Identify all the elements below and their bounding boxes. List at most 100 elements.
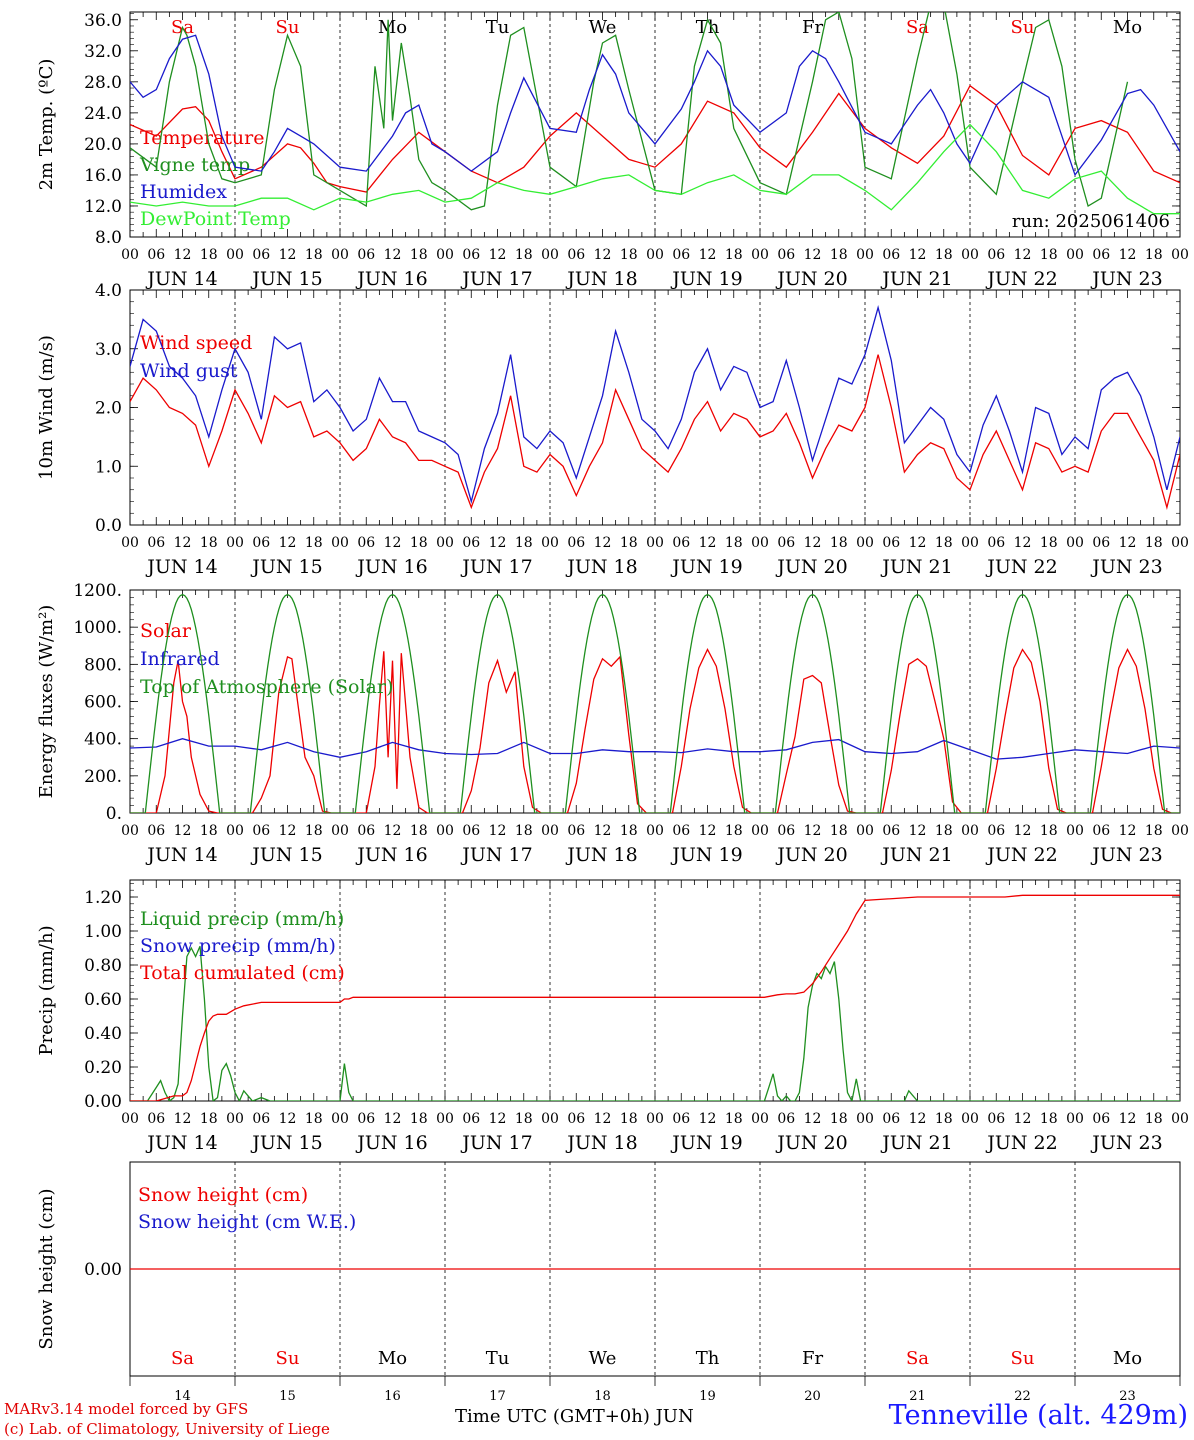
date-label: JUN 21 (880, 556, 952, 578)
hour-tick-label: 12 (384, 823, 402, 839)
date-label: JUN 20 (775, 556, 847, 578)
hour-tick-label: 12 (279, 535, 297, 551)
date-label: JUN 16 (355, 268, 427, 290)
hour-tick-label: 00 (121, 1111, 139, 1127)
hour-tick-label: 12 (384, 1111, 402, 1127)
date-label: JUN 18 (565, 1132, 637, 1154)
day-number-label: 15 (279, 1389, 296, 1404)
day-number-label: 14 (174, 1389, 191, 1404)
hour-tick-label: 06 (567, 1111, 585, 1127)
hour-tick-label: 06 (1092, 247, 1110, 263)
hour-tick-label: 18 (935, 247, 953, 263)
hour-tick-label: 06 (1092, 823, 1110, 839)
hour-tick-label: 18 (200, 535, 218, 551)
weekday-label: Su (276, 1348, 300, 1369)
hour-tick-label: 18 (620, 1111, 638, 1127)
day-number-label: 20 (804, 1389, 821, 1404)
hour-tick-label: 00 (646, 247, 664, 263)
y-tick-label: 8.0 (95, 228, 122, 248)
x-axis-title: Time UTC (GMT+0h) JUN (455, 1406, 694, 1427)
series-line-top-of-atmosphere-solar- (130, 593, 1180, 813)
hour-tick-label: 12 (279, 823, 297, 839)
y-tick-label: 0.00 (84, 1260, 122, 1280)
hour-tick-label: 12 (699, 535, 717, 551)
hour-tick-label: 12 (384, 535, 402, 551)
hour-tick-label: 18 (200, 247, 218, 263)
hour-tick-label: 18 (200, 1111, 218, 1127)
hour-tick-label: 18 (515, 247, 533, 263)
day-number-label: 16 (384, 1389, 401, 1404)
date-label: JUN 22 (985, 556, 1057, 578)
y-tick-label: 24.0 (84, 104, 122, 124)
y-tick-label: 0.40 (84, 1024, 122, 1044)
hour-tick-label: 18 (1145, 1111, 1163, 1127)
hour-tick-label: 12 (174, 1111, 192, 1127)
hour-tick-label: 18 (1040, 1111, 1058, 1127)
hour-tick-label: 06 (357, 1111, 375, 1127)
y-axis-label: Precip (mm/h) (36, 925, 57, 1055)
hour-tick-label: 06 (777, 535, 795, 551)
date-label: JUN 20 (775, 268, 847, 290)
day-number-label: 19 (699, 1389, 716, 1404)
hour-tick-label: 18 (305, 247, 323, 263)
hour-tick-label: 00 (331, 247, 349, 263)
hour-tick-label: 00 (1171, 247, 1189, 263)
date-label: JUN 17 (460, 556, 532, 578)
hour-tick-label: 00 (646, 535, 664, 551)
hour-tick-label: 12 (909, 247, 927, 263)
hour-tick-label: 06 (252, 1111, 270, 1127)
weekday-label: Tu (486, 17, 510, 38)
y-axis-label: Snow height (cm) (36, 1188, 57, 1349)
hour-tick-label: 18 (1145, 823, 1163, 839)
legend-entry: Humidex (140, 181, 227, 203)
lab-credit: (c) Lab. of Climatology, University of L… (4, 1420, 330, 1438)
hour-tick-label: 00 (121, 247, 139, 263)
date-label: JUN 22 (985, 1132, 1057, 1154)
day-number-label: 22 (1014, 1389, 1031, 1404)
weekday-label: Sa (171, 1348, 194, 1369)
hour-tick-label: 06 (147, 535, 165, 551)
y-tick-label: 3.0 (95, 340, 122, 360)
hour-tick-label: 00 (121, 823, 139, 839)
date-label: JUN 23 (1090, 1132, 1162, 1154)
day-number-label: 21 (909, 1389, 926, 1404)
y-tick-label: 20.0 (84, 135, 122, 155)
weekday-label: Su (276, 17, 300, 38)
date-label: JUN 17 (460, 844, 532, 866)
hour-tick-label: 12 (384, 247, 402, 263)
weekday-label: Tu (486, 1348, 510, 1369)
y-tick-label: 1.0 (95, 457, 122, 477)
model-credit: MARv3.14 model forced by GFS (4, 1400, 249, 1418)
y-tick-label: 12.0 (84, 197, 122, 217)
hour-tick-label: 12 (594, 247, 612, 263)
hour-tick-label: 00 (436, 247, 454, 263)
date-label: JUN 20 (775, 844, 847, 866)
hour-tick-label: 12 (1014, 247, 1032, 263)
hour-tick-label: 06 (462, 535, 480, 551)
station-label: Tenneville (alt. 429m) (888, 1400, 1188, 1431)
hour-tick-label: 18 (830, 1111, 848, 1127)
hour-tick-label: 06 (672, 823, 690, 839)
hour-tick-label: 00 (646, 1111, 664, 1127)
hour-tick-label: 00 (226, 535, 244, 551)
run-label: run: 2025061406 (1012, 211, 1170, 232)
date-label: JUN 14 (145, 844, 217, 866)
weekday-label: Mo (1113, 17, 1142, 38)
hour-tick-label: 12 (1014, 823, 1032, 839)
hour-tick-label: 00 (541, 535, 559, 551)
date-label: JUN 21 (880, 1132, 952, 1154)
hour-tick-label: 06 (357, 823, 375, 839)
hour-tick-label: 00 (646, 823, 664, 839)
legend-entry: Top of Atmosphere (Solar) (140, 676, 393, 698)
date-label: JUN 15 (250, 268, 322, 290)
hour-tick-label: 06 (147, 1111, 165, 1127)
hour-tick-label: 06 (777, 247, 795, 263)
y-tick-label: 0.80 (84, 956, 122, 976)
series-line-wind-gust (130, 305, 1180, 505)
hour-tick-label: 18 (935, 823, 953, 839)
hour-tick-label: 18 (620, 823, 638, 839)
date-label: JUN 16 (355, 1132, 427, 1154)
hour-tick-label: 00 (226, 823, 244, 839)
hour-tick-label: 18 (1145, 247, 1163, 263)
panel-4: 0.00 0.20 0.40 0.60 0.80 1.00 1.20 Precip (mm/h… (36, 879, 1189, 1154)
